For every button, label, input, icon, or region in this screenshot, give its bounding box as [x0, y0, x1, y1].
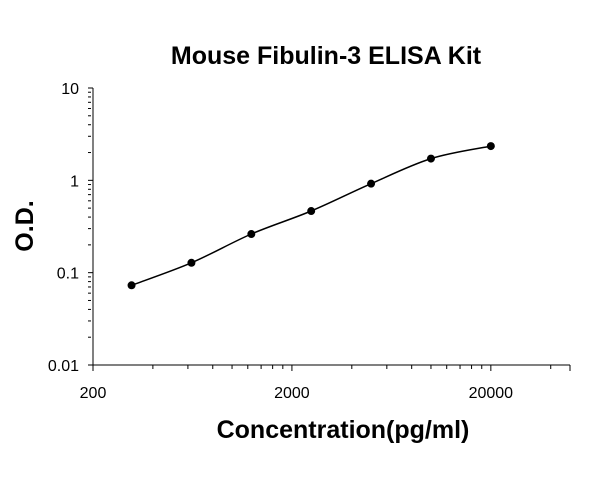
data-point	[307, 207, 316, 216]
y-axis-title: O.D.	[11, 200, 39, 251]
fit-curves	[131, 145, 491, 287]
data-points	[127, 142, 495, 290]
y-tick-label: 1	[70, 173, 79, 190]
x-axis-tick-labels: 200 2000 20000	[80, 385, 514, 402]
x-axis-title: Concentration(pg/ml)	[217, 416, 470, 444]
y-axis-tick-labels: 10 1 0.1 0.01	[48, 81, 79, 375]
standard-curve-line	[131, 145, 491, 287]
y-axis-ticks	[88, 87, 93, 366]
chart-title: Mouse Fibulin-3 ELISA Kit	[171, 42, 482, 70]
x-tick-label: 20000	[469, 385, 514, 402]
x-axis-ticks	[92, 365, 571, 371]
y-tick-label: 10	[61, 81, 79, 98]
data-point	[187, 258, 196, 267]
data-point	[367, 179, 376, 188]
x-tick-label: 200	[80, 385, 107, 402]
data-point	[127, 281, 136, 290]
x-tick-label: 2000	[274, 385, 310, 402]
y-tick-label: 0.1	[57, 266, 79, 283]
data-point	[247, 230, 256, 239]
data-point	[426, 154, 435, 163]
y-tick-label: 0.01	[48, 358, 79, 375]
data-point	[486, 142, 495, 151]
